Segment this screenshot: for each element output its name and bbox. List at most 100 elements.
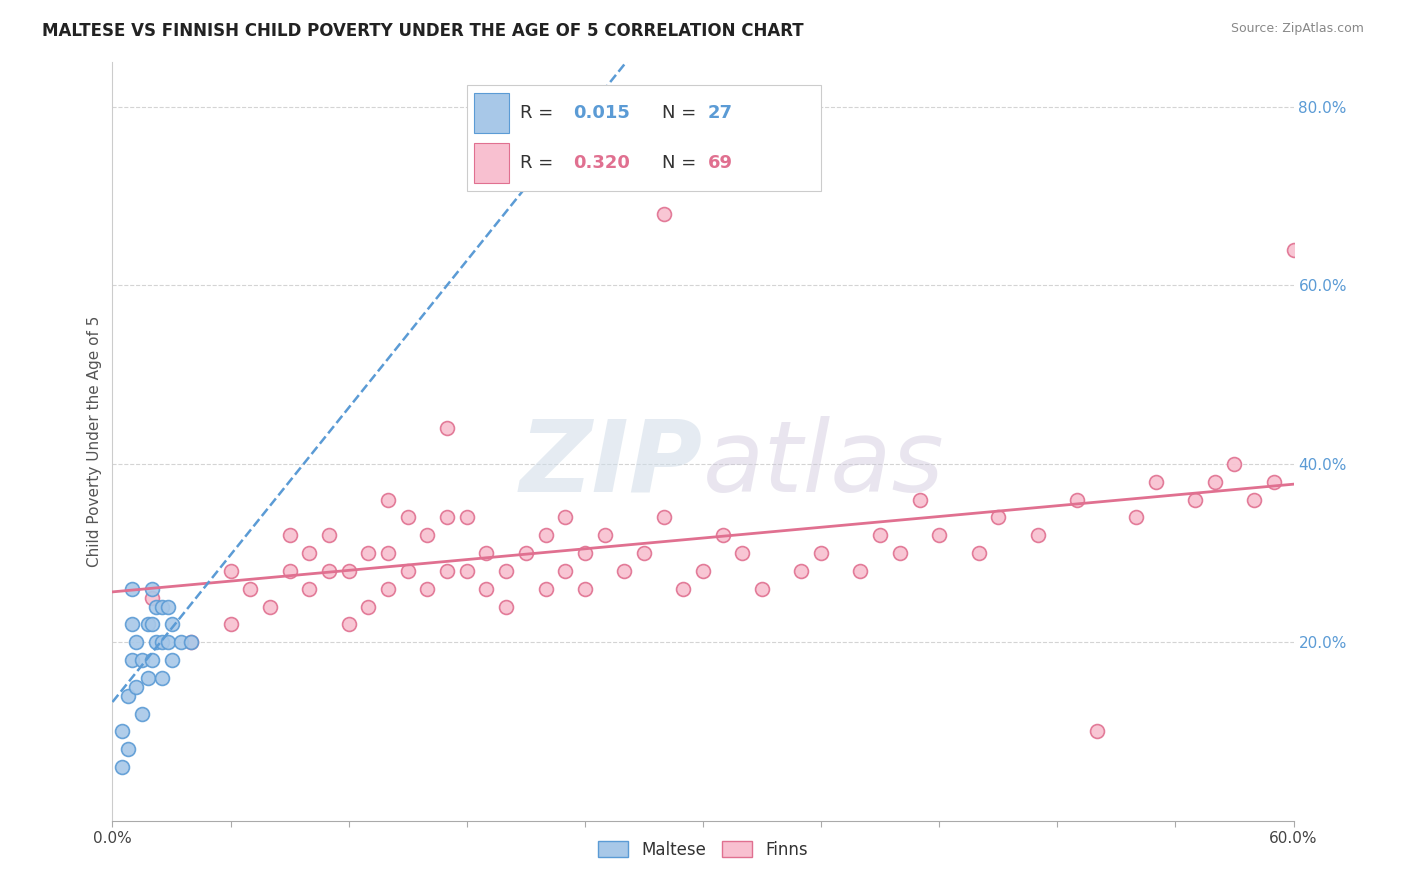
Text: Source: ZipAtlas.com: Source: ZipAtlas.com — [1230, 22, 1364, 36]
Point — [1066, 492, 1088, 507]
Text: atlas: atlas — [703, 416, 945, 513]
Point — [456, 564, 478, 578]
Point — [574, 582, 596, 596]
Point — [136, 671, 159, 685]
Point — [337, 617, 360, 632]
Point — [357, 599, 380, 614]
Point — [810, 546, 832, 560]
Point — [278, 528, 301, 542]
Point — [111, 760, 134, 774]
Point — [1184, 492, 1206, 507]
Point — [131, 653, 153, 667]
Point — [337, 564, 360, 578]
Point — [219, 564, 242, 578]
Point — [711, 528, 734, 542]
Point — [495, 599, 517, 614]
Point — [790, 564, 813, 578]
Point — [121, 617, 143, 632]
Point — [150, 635, 173, 649]
Point — [672, 582, 695, 596]
Point — [298, 582, 321, 596]
Point — [889, 546, 911, 560]
Point — [357, 546, 380, 560]
Point — [180, 635, 202, 649]
Point — [1144, 475, 1167, 489]
Point — [125, 680, 148, 694]
Point — [121, 582, 143, 596]
Point — [141, 617, 163, 632]
Point — [117, 689, 139, 703]
Point — [377, 492, 399, 507]
Point — [239, 582, 262, 596]
Point — [613, 564, 636, 578]
Point — [150, 599, 173, 614]
Point — [1223, 457, 1246, 471]
Point — [156, 635, 179, 649]
Point — [396, 510, 419, 524]
Point — [869, 528, 891, 542]
Point — [170, 635, 193, 649]
Legend: Maltese, Finns: Maltese, Finns — [591, 834, 815, 865]
Point — [436, 564, 458, 578]
Point — [141, 582, 163, 596]
Point — [534, 582, 557, 596]
Point — [318, 528, 340, 542]
Point — [652, 207, 675, 221]
Point — [849, 564, 872, 578]
Point — [416, 582, 439, 596]
Point — [145, 599, 167, 614]
Point — [554, 564, 576, 578]
Point — [731, 546, 754, 560]
Point — [1282, 243, 1305, 257]
Point — [180, 635, 202, 649]
Point — [125, 635, 148, 649]
Point — [495, 564, 517, 578]
Point — [121, 653, 143, 667]
Point — [593, 528, 616, 542]
Point — [987, 510, 1010, 524]
Point — [318, 564, 340, 578]
Point — [377, 546, 399, 560]
Point — [534, 528, 557, 542]
Point — [436, 510, 458, 524]
Point — [574, 546, 596, 560]
Point — [456, 510, 478, 524]
Point — [111, 724, 134, 739]
Point — [1026, 528, 1049, 542]
Point — [515, 546, 537, 560]
Point — [652, 510, 675, 524]
Point — [1243, 492, 1265, 507]
Text: MALTESE VS FINNISH CHILD POVERTY UNDER THE AGE OF 5 CORRELATION CHART: MALTESE VS FINNISH CHILD POVERTY UNDER T… — [42, 22, 804, 40]
Point — [117, 742, 139, 756]
Point — [141, 653, 163, 667]
Text: ZIP: ZIP — [520, 416, 703, 513]
Point — [219, 617, 242, 632]
Point — [554, 510, 576, 524]
Point — [141, 591, 163, 605]
Point — [908, 492, 931, 507]
Point — [278, 564, 301, 578]
Point — [131, 706, 153, 721]
Point — [1085, 724, 1108, 739]
Point — [156, 599, 179, 614]
Point — [160, 653, 183, 667]
Point — [633, 546, 655, 560]
Point — [928, 528, 950, 542]
Point — [751, 582, 773, 596]
Point — [145, 635, 167, 649]
Point — [475, 546, 498, 560]
Point — [150, 671, 173, 685]
Point — [377, 582, 399, 596]
Point — [967, 546, 990, 560]
Point — [1125, 510, 1147, 524]
Point — [1204, 475, 1226, 489]
Point — [416, 528, 439, 542]
Y-axis label: Child Poverty Under the Age of 5: Child Poverty Under the Age of 5 — [87, 316, 103, 567]
Point — [475, 582, 498, 596]
Point — [136, 617, 159, 632]
Point — [692, 564, 714, 578]
Point — [298, 546, 321, 560]
Point — [259, 599, 281, 614]
Point — [396, 564, 419, 578]
Point — [1263, 475, 1285, 489]
